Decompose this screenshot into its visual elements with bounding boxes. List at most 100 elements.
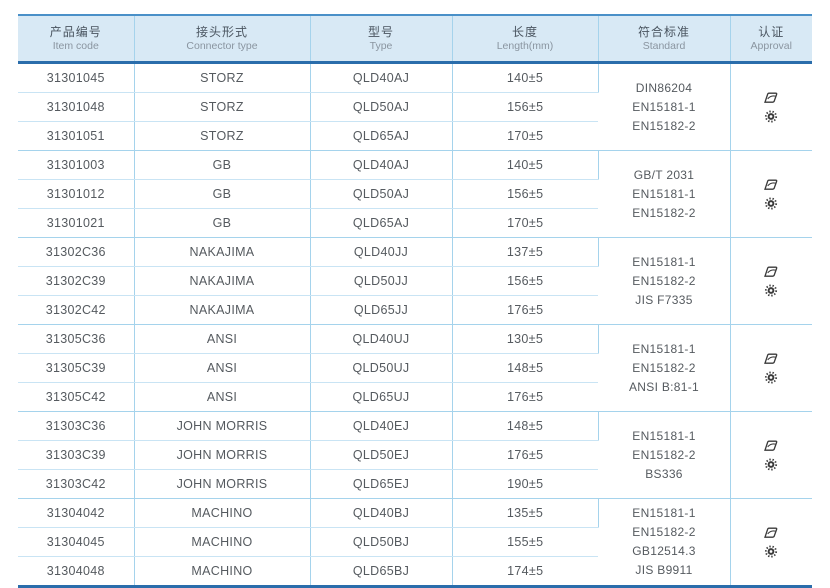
length-cell: 176±5 [452,382,598,412]
table-header: 产品编号 Item code 接头形式 Connector type 型号 Ty… [18,15,812,64]
table-row: 31304042 MACHINO QLD40BJ 135±5 EN15181-1 EN15… [18,498,812,587]
col-header-zh: 符合标准 [637,24,690,39]
col-header-en: Type [369,39,393,52]
item-code-cell: 31304048 [18,556,135,587]
table-row: 31304045 MACHINO QLD50BJ 155±5 [18,527,812,557]
length-cell: 140±5 [452,150,599,180]
connector-type-cell: MACHINO [134,498,311,528]
col-header-approval: 认证 Approval [730,15,812,64]
cert-stamp-icon [763,90,779,105]
item-code-cell: 31304042 [18,498,135,528]
length-cell: 156±5 [452,266,598,296]
col-header-zh: 接头形式 [195,24,248,39]
length-cell: 130±5 [452,324,599,354]
approval-cell [730,411,812,499]
gear-seal-icon [763,283,779,298]
item-code-cell: 31302C39 [18,266,135,296]
connector-type-cell: JOHN MORRIS [134,469,311,499]
connector-type-cell: NAKAJIMA [134,237,311,267]
item-code-cell: 31301021 [18,208,135,238]
table-row: 31302C42 NAKAJIMA QLD65JJ 176±5 [18,295,812,325]
type-cell: QLD65JJ [310,295,453,325]
col-header-en: Connector type [186,39,258,52]
type-cell: QLD65UJ [310,382,453,412]
length-cell: 137±5 [452,237,599,267]
connector-type-cell: STORZ [134,121,311,151]
length-cell: 155±5 [452,527,598,557]
standard-cell: EN15181-1 EN15182-2 BS336 [598,411,731,499]
gear-seal-icon [763,457,779,472]
type-cell: QLD50AJ [310,179,453,209]
connector-type-cell: JOHN MORRIS [134,440,311,470]
connector-type-cell: GB [134,208,311,238]
table-row: 31301048 STORZ QLD50AJ 156±5 [18,92,812,122]
type-cell: QLD40AJ [310,62,453,93]
connector-type-cell: MACHINO [134,527,311,557]
standard-cell: DIN86204 EN15181-1 EN15182-2 [598,62,731,151]
item-code-cell: 31301048 [18,92,135,122]
gear-seal-icon [763,196,779,211]
cert-stamp-icon [763,525,779,540]
approval-cell [730,324,812,412]
length-cell: 135±5 [452,498,599,528]
col-header-length: 长度 Length(mm) [452,15,599,64]
type-cell: QLD50AJ [310,92,453,122]
table-row: 31302C39 NAKAJIMA QLD50JJ 156±5 [18,266,812,296]
col-header-standard: 符合标准 Standard [598,15,731,64]
col-header-en: Standard [642,39,686,52]
gear-seal-icon [763,370,779,385]
length-cell: 176±5 [452,295,598,325]
item-code-cell: 31301051 [18,121,135,151]
standard-line: ANSI B:81-1 [629,379,699,394]
type-cell: QLD40EJ [310,411,453,441]
connector-type-cell: JOHN MORRIS [134,411,311,441]
type-cell: QLD50JJ [310,266,453,296]
gear-seal-icon [763,109,779,124]
col-header-zh: 产品编号 [49,24,102,39]
length-cell: 148±5 [452,353,598,383]
col-header-connector-type: 接头形式 Connector type [134,15,311,64]
approval-cell [730,498,812,587]
type-cell: QLD50UJ [310,353,453,383]
cert-stamp-icon [763,351,779,366]
item-code-cell: 31302C36 [18,237,135,267]
standard-line: JIS B9911 [635,563,693,577]
gear-seal-icon [763,544,779,559]
length-cell: 170±5 [452,208,598,238]
item-code-cell: 31303C39 [18,440,135,470]
approval-cell [730,62,812,151]
length-cell: 170±5 [452,121,598,151]
cert-stamp-icon [763,264,779,279]
type-cell: QLD65AJ [310,208,453,238]
length-cell: 156±5 [452,179,598,209]
item-code-cell: 31301003 [18,150,135,180]
table-body: 31301045 STORZ QLD40AJ 140±5 DIN86204 EN15181… [18,62,812,587]
table-row: 31301021 GB QLD65AJ 170±5 [18,208,812,238]
standard-line: EN15181-1 [632,99,696,114]
standard-line: EN15181-1 [632,186,696,201]
standard-cell: EN15181-1 EN15182-2 JIS F7335 [598,237,731,325]
connector-type-cell: NAKAJIMA [134,266,311,296]
col-header-en: Approval [750,39,792,52]
table-row: 31301012 GB QLD50AJ 156±5 [18,179,812,209]
approval-cell [730,237,812,325]
standard-line: EN15182-2 [632,360,696,375]
approval-cell [730,150,812,238]
type-cell: QLD50EJ [310,440,453,470]
standard-line: EN15182-2 [632,447,696,462]
col-header-zh: 长度 [511,24,538,39]
item-code-cell: 31305C39 [18,353,135,383]
connector-type-cell: ANSI [134,353,311,383]
connector-type-cell: MACHINO [134,556,311,587]
table-row: 31305C42 ANSI QLD65UJ 176±5 [18,382,812,412]
standard-line: EN15181-1 [632,341,696,356]
item-code-cell: 31303C36 [18,411,135,441]
header-row: 产品编号 Item code 接头形式 Connector type 型号 Ty… [18,15,812,64]
table-row: 31301051 STORZ QLD65AJ 170±5 [18,121,812,151]
connector-type-cell: STORZ [134,62,311,93]
connector-type-cell: GB [134,179,311,209]
standard-line: DIN86204 [635,80,693,95]
item-code-cell: 31301012 [18,179,135,209]
item-code-cell: 31301045 [18,62,135,93]
standard-cell: EN15181-1 EN15182-2 GB12514.3 JIS B9911 [598,498,731,587]
